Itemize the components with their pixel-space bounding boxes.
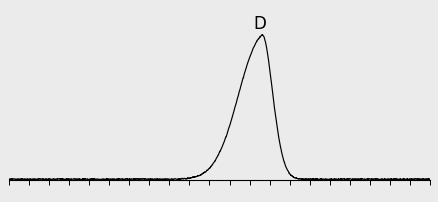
Text: D: D (253, 15, 265, 33)
